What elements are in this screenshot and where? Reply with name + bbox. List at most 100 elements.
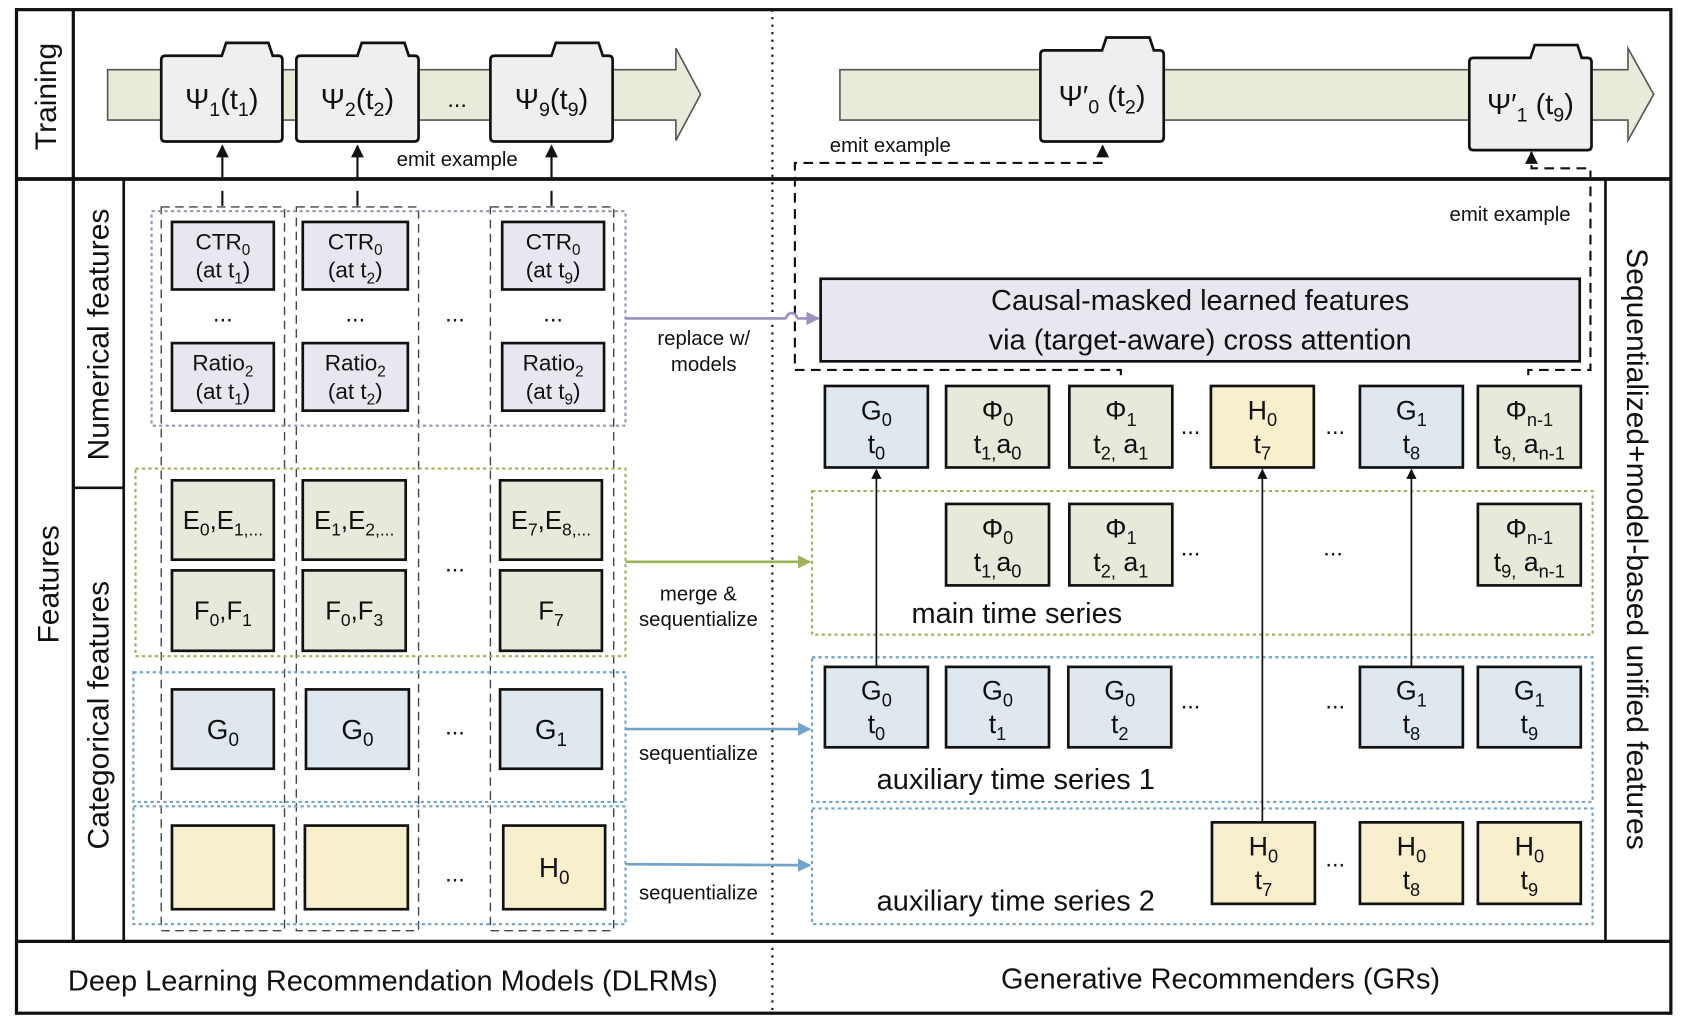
text-segment: t <box>1093 429 1101 459</box>
main-series-box-line: Φ0 <box>982 513 1014 548</box>
text-segment: a <box>996 547 1011 577</box>
subscript: 1 <box>557 730 568 751</box>
text-segment: t <box>1254 429 1262 459</box>
text-segment: ) <box>243 258 250 283</box>
g-feature-box-rect <box>498 688 604 771</box>
aux2-series-box <box>1476 821 1583 906</box>
text-segment: (t <box>1099 81 1125 113</box>
categorical-features-label: Categorical features <box>83 581 116 850</box>
text-segment: Ψ <box>185 84 209 116</box>
subscript: 2 <box>345 99 356 121</box>
text-segment: Φ <box>1505 513 1526 543</box>
dlrm-model-snapshot <box>489 41 614 143</box>
g-feature-group <box>132 671 627 804</box>
text-segment: Φ <box>1505 395 1526 425</box>
unified-sequence-box <box>944 384 1051 469</box>
text-segment: ,E <box>538 507 562 535</box>
g-feature-box-line: G0 <box>207 714 239 751</box>
subscript: 1 <box>996 724 1006 744</box>
text-segment: Ratio <box>523 351 576 376</box>
subscript: 1, <box>981 444 996 464</box>
ratio-feature-box <box>170 341 276 412</box>
text-segment: G <box>535 714 557 745</box>
subscript: 8 <box>1410 724 1420 744</box>
text-segment: t <box>1494 547 1502 577</box>
text-segment: (at t <box>196 258 236 283</box>
ratio-feature-box-line: (at t2) <box>328 379 383 409</box>
gr-label: Generative Recommenders (GRs) <box>1001 964 1440 996</box>
aux2-series-box-rect <box>1358 821 1465 906</box>
text-segment: t <box>1255 865 1263 895</box>
subscript: 0 <box>1011 562 1021 582</box>
dlrm-model-snapshot-line: Ψ1(t1) <box>185 84 258 121</box>
aux1-series-box-line: G0 <box>982 676 1013 711</box>
subscript: 2 <box>575 363 584 380</box>
ratio-feature-box-line: (at t1) <box>196 379 251 409</box>
text-segment: ,F <box>351 598 374 626</box>
subscript: 0 <box>559 868 570 889</box>
subscript: 0 <box>1088 96 1099 118</box>
unified-sequence-box-rect <box>1358 384 1465 469</box>
aux-time-series-1-group <box>810 656 1594 804</box>
aux1-series-box-line: G0 <box>1104 676 1135 711</box>
unified-sequence-box-line: Φ0 <box>982 395 1014 430</box>
f-feature-box-rect <box>301 569 408 653</box>
text-segment: CTR <box>328 230 374 255</box>
subscript: 1 <box>1417 690 1427 710</box>
unified-sequence-box-line: t2, a1 <box>1093 429 1148 464</box>
ellipsis: ... <box>1325 845 1345 871</box>
ratio-feature-box-line: Ratio2 <box>325 351 386 381</box>
aux1-series-box-line: t1 <box>989 709 1007 744</box>
ctr-feature-box-line: (at t9) <box>526 258 581 288</box>
text-segment: G <box>1396 395 1417 425</box>
features-label: Features <box>32 525 65 643</box>
subscript: 9 <box>1553 104 1564 126</box>
subscript: 1, <box>981 562 996 582</box>
text-segment: H <box>1248 395 1267 425</box>
text-segment: E <box>314 507 331 535</box>
ctr-feature-box-line: CTR0 <box>526 230 581 260</box>
subscript: 1 <box>1535 690 1545 710</box>
main-series-box <box>1476 502 1583 587</box>
subscript: 0 <box>1003 528 1013 548</box>
subscript: 1 <box>1417 410 1427 430</box>
subscript: 2, <box>1101 562 1116 582</box>
subscript: 0 <box>882 410 892 430</box>
ratio-feature-box-line: Ratio2 <box>523 351 584 381</box>
text-segment: F <box>194 598 210 626</box>
ctr-feature-box-rect <box>170 220 276 291</box>
g-feature-box-rect <box>170 688 276 771</box>
text-segment: (t <box>550 84 568 116</box>
e-feature-box-rect <box>498 478 604 562</box>
aux2-series-box-line: t8 <box>1403 865 1421 900</box>
main-series-box-rect <box>944 502 1051 587</box>
subscript: 1 <box>238 99 249 121</box>
text-segment: CTR <box>196 230 242 255</box>
aux1-series-box-line: t2 <box>1111 709 1129 744</box>
text-segment: t <box>1494 429 1502 459</box>
unified-sequence-box <box>1358 384 1465 469</box>
subscript: 2 <box>377 363 386 380</box>
dlrm-timestep-column <box>489 206 615 932</box>
text-segment: Ψ <box>515 84 539 116</box>
sequentialize-label-1: sequentialize <box>639 743 758 765</box>
subscript: 1 <box>1138 562 1148 582</box>
text-segment: a <box>1116 429 1138 459</box>
main-series-box-line: Φ1 <box>1105 513 1137 548</box>
unified-sequence-box-line: t7 <box>1254 429 1272 464</box>
training-label: Training <box>30 43 63 150</box>
subscript: 7 <box>1262 880 1272 900</box>
aux1-series-box <box>1476 665 1583 749</box>
ef-feature-group <box>134 467 627 658</box>
e-feature-box-line: E7,E8,... <box>511 507 591 539</box>
text-segment: ) <box>375 258 383 283</box>
aux1-series-box <box>944 665 1051 749</box>
text-segment: G <box>861 395 882 425</box>
subscript: 0 <box>875 724 885 744</box>
causal-line-1: Causal-masked learned features <box>991 285 1409 317</box>
ellipsis: ... <box>1181 413 1201 439</box>
aux-time-series-2-group <box>810 807 1594 926</box>
merge-sequentialize-label-2: sequentialize <box>639 609 758 631</box>
aux1-series-box-line: G0 <box>861 676 892 711</box>
aux2-series-box-line: H0 <box>1397 832 1427 867</box>
